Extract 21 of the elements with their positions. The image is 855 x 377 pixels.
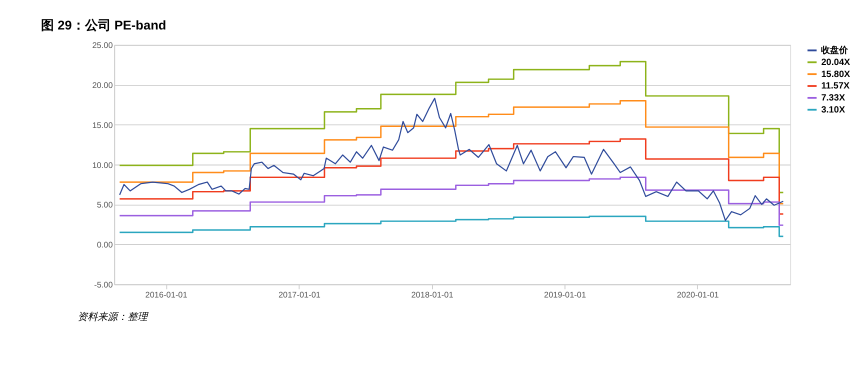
- x-tick-label: 2020-01-01: [676, 290, 720, 300]
- x-tick-label: 2016-01-01: [145, 290, 188, 300]
- y-tick-label: 25.00: [92, 41, 114, 50]
- y-tick-label: -5.00: [94, 280, 114, 290]
- legend-label: 收盘价: [821, 45, 850, 56]
- legend-label: 11.57X: [821, 80, 850, 91]
- line-series: [119, 98, 784, 221]
- chart-title: 图 29：公司 PE-band: [41, 17, 166, 32]
- text: 资料来源：整理: [78, 310, 150, 323]
- y-tick-label: 10.00: [92, 160, 114, 170]
- x-tick-label: 2017-01-01: [278, 290, 321, 300]
- y-tick-label: 0.00: [96, 240, 114, 250]
- legend-label: 3.10X: [821, 104, 846, 114]
- legend-label: 7.33X: [821, 92, 846, 103]
- legend-label: 20.04X: [821, 56, 850, 67]
- legend-label: 15.80X: [821, 68, 850, 79]
- x-tick-label: 2019-01-01: [544, 290, 586, 300]
- y-tick-label: 20.00: [92, 80, 114, 90]
- x-tick-label: 2018-01-01: [411, 290, 454, 300]
- y-tick-label: 5.00: [96, 200, 114, 210]
- y-tick-label: 15.00: [92, 120, 114, 130]
